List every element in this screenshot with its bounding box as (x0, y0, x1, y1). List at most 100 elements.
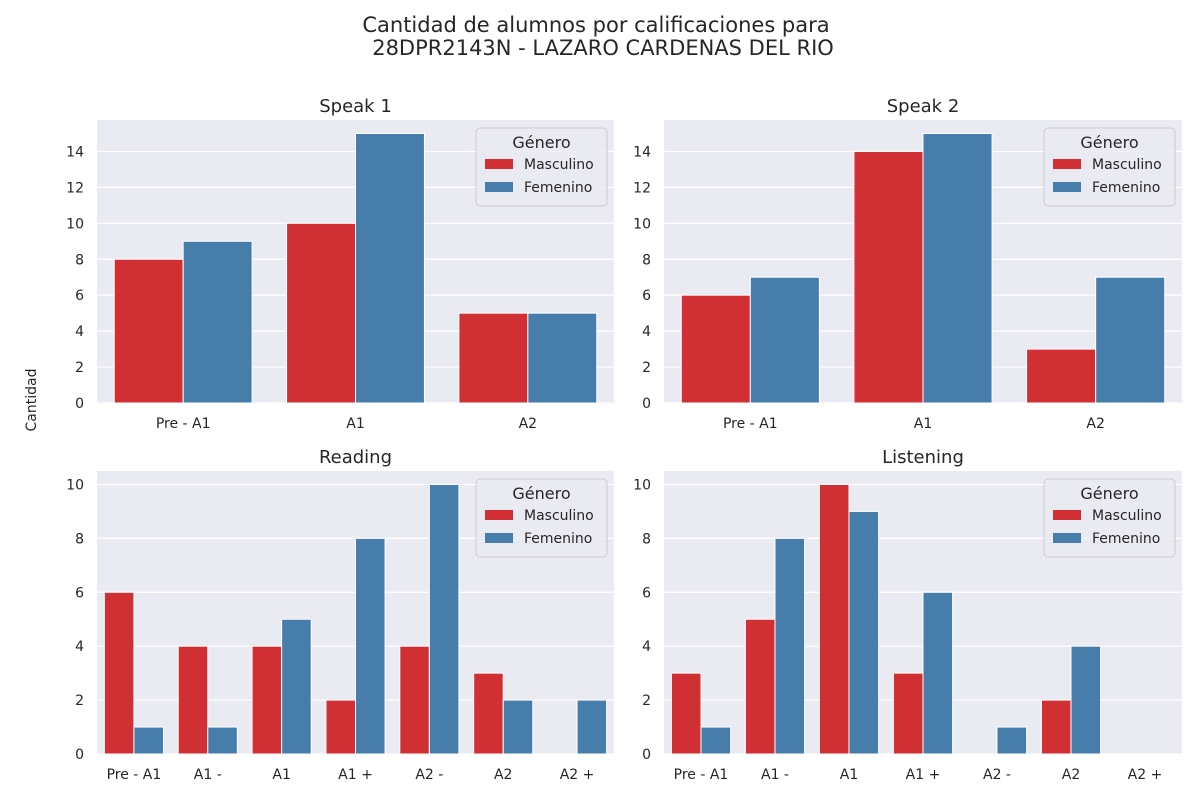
bar-masculino-pre-a1 (670, 672, 702, 755)
y-tick-label: 8 (75, 252, 84, 268)
x-tick-label: A1 (346, 416, 364, 432)
legend-swatch-femenino (1053, 533, 1081, 543)
bar-femenino-pre-a1 (133, 726, 164, 755)
y-tick-label: 8 (75, 531, 84, 547)
bar-femenino-a2 (527, 312, 598, 404)
legend-label-femenino: Femenino (524, 180, 592, 196)
x-tick-label: A1 (272, 767, 290, 783)
bar-femenino-a1 (774, 537, 806, 755)
y-tick-label: 12 (633, 180, 651, 196)
bar-femenino-a1 (355, 132, 425, 404)
y-axis-label: Cantidad (24, 369, 40, 432)
bar-masculino-a1 (744, 618, 776, 755)
legend-swatch-masculino (485, 510, 513, 520)
bar-masculino-a2 (458, 312, 529, 404)
legend: Género Masculino Femenino (1043, 127, 1176, 207)
bar-femenino-a1 (848, 510, 880, 755)
x-tick-label: Pre - A1 (723, 416, 778, 432)
x-tick-label: A2 - (415, 767, 443, 783)
bar-femenino-pre-a1 (700, 726, 732, 755)
bar-masculino-a2 (399, 645, 430, 755)
legend: Género Masculino Femenino (475, 478, 608, 558)
x-tick-label: A1 + (338, 767, 373, 783)
bar-femenino-a1 (355, 537, 386, 755)
y-tick-label: 2 (75, 360, 84, 376)
legend-label-masculino: Masculino (524, 157, 594, 173)
legend: Género Masculino Femenino (1043, 478, 1176, 558)
y-tick-label: 10 (633, 477, 651, 493)
y-tick-label: 4 (642, 639, 651, 655)
bar-masculino-a2 (1026, 348, 1097, 404)
legend-label-femenino: Femenino (1092, 180, 1160, 196)
legend-label-masculino: Masculino (1092, 508, 1162, 524)
bar-masculino-a1 (177, 645, 209, 755)
legend-swatch-masculino (1053, 510, 1081, 520)
bar-masculino-a2 (473, 672, 504, 755)
bar-masculino-pre-a1 (103, 591, 135, 755)
bar-masculino-pre-a1 (113, 258, 184, 404)
bar-masculino-a1 (892, 672, 924, 755)
y-tick-label: 2 (75, 693, 84, 709)
x-tick-label: Pre - A1 (156, 416, 211, 432)
panel-speak-1: 0 2 4 6 8 10 12 14 Pre - A1 A1 A2 Speak 1 Género Masc… (66, 96, 614, 432)
y-tick-label: 8 (642, 252, 651, 268)
y-tick-label: 2 (642, 693, 651, 709)
figure-title-line1: Cantidad de alumnos por calificaciones p… (362, 13, 829, 37)
y-tick-label: 6 (75, 585, 84, 601)
subplot-title: Reading (319, 447, 392, 468)
legend-title: Género (512, 484, 570, 503)
bar-femenino-a1 (922, 591, 954, 755)
legend-title: Género (512, 133, 570, 152)
x-tick-label: Pre - A1 (107, 767, 162, 783)
x-tick-label: A2 + (1128, 767, 1163, 783)
legend-label-masculino: Masculino (524, 508, 594, 524)
x-tick-label: A2 (1086, 416, 1104, 432)
y-tick-label: 14 (66, 144, 84, 160)
legend-swatch-femenino (485, 533, 513, 543)
bar-femenino-a2 (996, 726, 1028, 755)
x-tick-label: A2 + (560, 767, 595, 783)
x-tick-label: A2 - (983, 767, 1011, 783)
bar-femenino-a1 (207, 726, 238, 755)
figure-title-line2: 28DPR2143N - LAZARO CARDENAS DEL RIO (372, 36, 834, 60)
y-tick-label: 8 (642, 531, 651, 547)
subplot-title: Speak 1 (319, 96, 392, 117)
legend-label-femenino: Femenino (524, 531, 592, 547)
legend-label-femenino: Femenino (1092, 531, 1160, 547)
y-tick-label: 0 (75, 747, 84, 763)
x-tick-label: A2 (519, 416, 537, 432)
bar-femenino-pre-a1 (182, 240, 253, 404)
panel-reading: 0 2 4 6 8 10 Pre - A1 A1 - A1 A1 + A2 - A2 A2 + Readi… (66, 447, 614, 783)
x-tick-label: A1 - (761, 767, 789, 783)
subplot-title: Listening (882, 447, 964, 468)
bar-femenino-a2 (1095, 276, 1166, 404)
bar-femenino-a1 (281, 618, 312, 755)
legend-swatch-femenino (1053, 182, 1081, 192)
x-tick-label: Pre - A1 (674, 767, 729, 783)
legend-title: Género (1080, 133, 1138, 152)
x-tick-label: A1 - (194, 767, 222, 783)
bar-femenino-a2 (576, 699, 608, 755)
subplot-title: Speak 2 (887, 96, 960, 117)
y-tick-label: 0 (75, 396, 84, 412)
x-tick-label: A2 (494, 767, 512, 783)
x-tick-label: A1 (840, 767, 858, 783)
x-tick-label: A1 (914, 416, 932, 432)
y-tick-label: 6 (642, 585, 651, 601)
panel-listening: 0 2 4 6 8 10 Pre - A1 A1 - A1 A1 + A2 - A2 A2 + Liste… (633, 447, 1182, 783)
legend-swatch-masculino (485, 159, 513, 169)
bar-masculino-a1 (325, 699, 357, 755)
bar-masculino-a1 (251, 645, 283, 755)
legend: Género Masculino Femenino (475, 127, 608, 207)
legend-swatch-femenino (485, 182, 513, 192)
panel-speak-2: 0 2 4 6 8 10 12 14 Pre - A1 A1 A2 Speak 2 Género Masc… (633, 96, 1182, 432)
legend-title: Género (1080, 484, 1138, 503)
bar-femenino-a2 (428, 483, 460, 755)
bar-femenino-pre-a1 (749, 276, 820, 404)
y-tick-label: 6 (75, 288, 84, 304)
x-tick-label: A1 + (906, 767, 941, 783)
bar-femenino-a2 (1070, 645, 1102, 755)
y-tick-label: 2 (642, 360, 651, 376)
